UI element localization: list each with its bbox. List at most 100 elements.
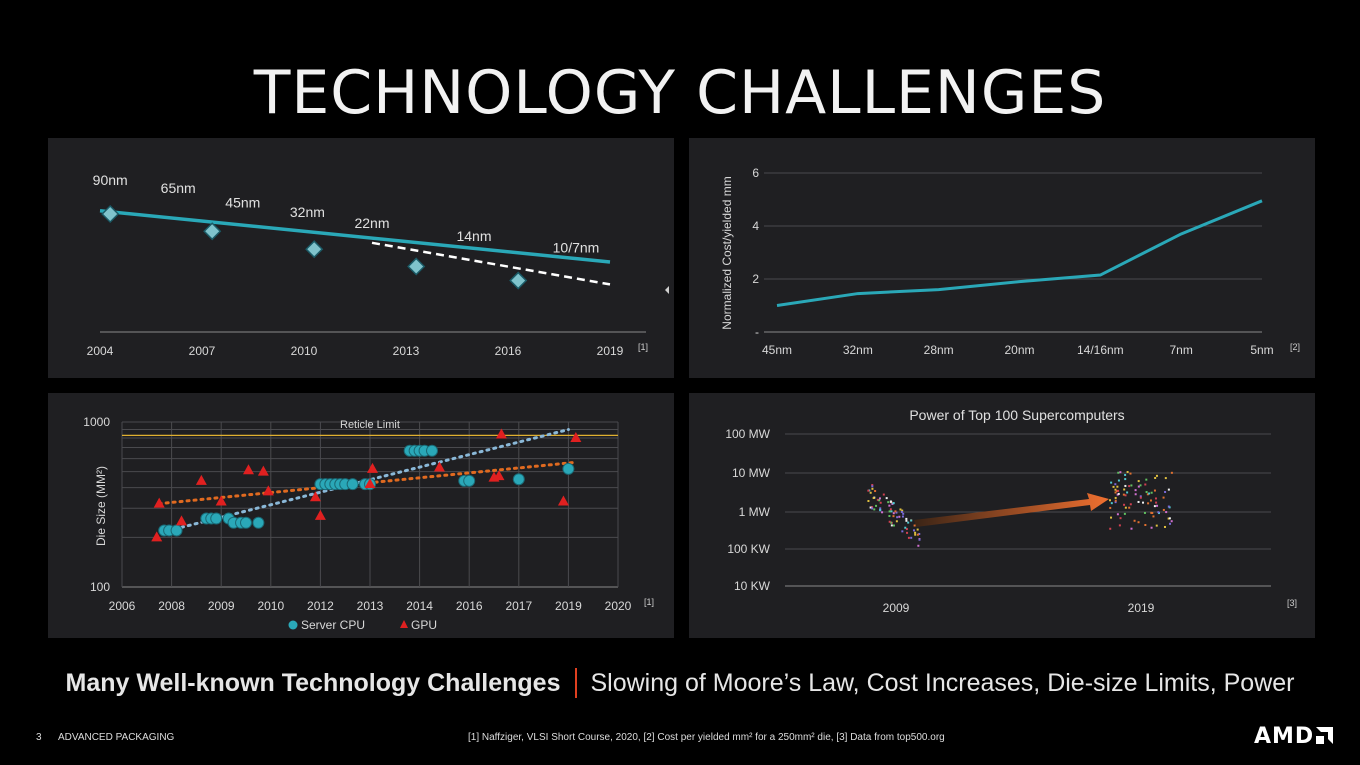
supercomputer-point-2009: [879, 507, 882, 510]
supercomputer-point-2019: [1114, 499, 1117, 502]
supercomputer-point-2009: [871, 507, 874, 510]
supercomputer-point-2019: [1142, 501, 1145, 504]
server-cpu-point: [463, 474, 476, 487]
supercomputer-point-2019: [1137, 485, 1140, 488]
node-label: 32nm: [290, 204, 325, 220]
supercomputer-point-2019: [1155, 524, 1158, 527]
x-tick-label: 2016: [456, 599, 483, 613]
gpu-point: [195, 474, 207, 485]
supercomputer-point-2019: [1167, 517, 1170, 520]
supercomputer-point-2019: [1126, 491, 1129, 494]
y-tick-label: 1 MW: [739, 505, 771, 519]
supercomputer-point-2019: [1150, 511, 1153, 514]
supercomputer-point-2009: [916, 528, 919, 531]
x-tick-label: 45nm: [762, 343, 792, 357]
supercomputer-point-2019: [1124, 506, 1127, 509]
x-tick-label: 2007: [189, 344, 216, 358]
supercomputer-point-2019: [1163, 525, 1166, 528]
supercomputer-point-2009: [889, 508, 892, 511]
supercomputer-point-2009: [872, 497, 875, 500]
supercomputer-point-2009: [888, 515, 891, 518]
x-tick-label: 2006: [109, 599, 136, 613]
diamond-marker: [101, 204, 120, 224]
supercomputer-point-2009: [890, 510, 893, 513]
supercomputer-point-2019: [1150, 491, 1153, 494]
supercomputer-point-2019: [1167, 488, 1170, 491]
x-tick-label: 2016: [495, 344, 522, 358]
server-cpu-point: [170, 524, 183, 537]
summary-text: Slowing of Moore’s Law, Cost Increases, …: [590, 668, 1295, 697]
supercomputer-point-2009: [878, 499, 881, 502]
x-tick-label: 2019: [555, 599, 582, 613]
supercomputer-point-2009: [912, 529, 915, 532]
supercomputer-point-2019: [1134, 493, 1137, 496]
x-tick-label: 20nm: [1004, 343, 1034, 357]
supercomputer-point-2009: [910, 519, 913, 522]
supercomputer-point-2009: [875, 504, 878, 507]
x-tick-label: 14/16nm: [1077, 343, 1124, 357]
supercomputer-point-2009: [895, 511, 898, 514]
supercomputer-point-2019: [1150, 526, 1153, 529]
x-tick-label: 2013: [393, 344, 420, 358]
gpu-point: [314, 509, 326, 520]
supercomputer-point-2019: [1155, 474, 1158, 477]
supercomputer-point-2019: [1117, 489, 1120, 492]
node-label: 45nm: [225, 195, 260, 211]
supercomputer-point-2019: [1139, 495, 1142, 498]
supercomputer-point-2019: [1143, 511, 1146, 514]
supercomputer-point-2009: [904, 526, 907, 529]
supercomputer-point-2019: [1128, 506, 1131, 509]
supercomputer-point-2019: [1139, 496, 1142, 499]
legend-label-gpu: GPU: [411, 618, 437, 632]
supercomputer-point-2019: [1168, 517, 1171, 520]
supercomputer-point-2019: [1170, 471, 1173, 474]
y-tick-label: 6: [752, 166, 759, 180]
server-cpu-point: [512, 473, 525, 486]
y-tick-label: 1000: [83, 415, 110, 429]
gpu-point: [257, 465, 269, 476]
gpu-point: [242, 464, 254, 475]
legend-marker-gpu: [400, 620, 408, 628]
supercomputer-point-2019: [1145, 478, 1148, 481]
supercomputer-point-2019: [1144, 523, 1147, 526]
supercomputer-point-2019: [1170, 520, 1173, 523]
x-tick-label: 32nm: [843, 343, 873, 357]
supercomputer-point-2009: [901, 515, 904, 518]
supercomputer-point-2009: [905, 517, 908, 520]
y-tick-label: -: [755, 325, 759, 339]
supercomputer-point-2009: [892, 515, 895, 518]
supercomputer-point-2019: [1114, 491, 1117, 494]
supercomputer-point-2019: [1114, 488, 1117, 491]
diamond-marker: [509, 271, 528, 290]
supercomputer-point-2009: [894, 510, 897, 513]
x-tick-label: 7nm: [1169, 343, 1192, 357]
supercomputer-point-2019: [1109, 506, 1112, 509]
supercomputer-point-2019: [1164, 490, 1167, 493]
x-tick-label: 2009: [208, 599, 235, 613]
section-name: ADVANCED PACKAGING: [58, 732, 175, 743]
x-tick-label: 2010: [291, 344, 318, 358]
supercomputer-power-chart: Power of Top 100 Supercomputers 100 MW 10 …: [689, 393, 1315, 638]
series-line-trend: [371, 241, 611, 286]
amd-logo: AMD: [1254, 724, 1315, 749]
supercomputer-point-2009: [890, 524, 893, 527]
supercomputer-point-2019: [1116, 493, 1119, 496]
gpu-point: [364, 478, 376, 489]
supercomputer-point-2019: [1154, 476, 1157, 479]
gpu-point: [570, 431, 582, 442]
supercomputer-point-2009: [900, 510, 903, 513]
supercomputer-point-2009: [869, 506, 872, 509]
server-cpu-point: [346, 478, 359, 491]
y-tick-label: 100 MW: [725, 427, 770, 441]
supercomputer-point-2019: [1153, 505, 1156, 508]
server-cpu-point: [240, 516, 252, 529]
supercomputer-point-2019: [1112, 485, 1115, 488]
reference-label: [2]: [1290, 342, 1300, 352]
supercomputer-point-2009: [871, 506, 874, 509]
supercomputer-point-2019: [1116, 485, 1119, 488]
gpu-point: [215, 495, 227, 506]
gpu-point: [151, 531, 163, 542]
supercomputer-point-2019: [1114, 501, 1117, 504]
supercomputer-point-2009: [879, 509, 882, 512]
x-tick-label: 2013: [357, 599, 384, 613]
